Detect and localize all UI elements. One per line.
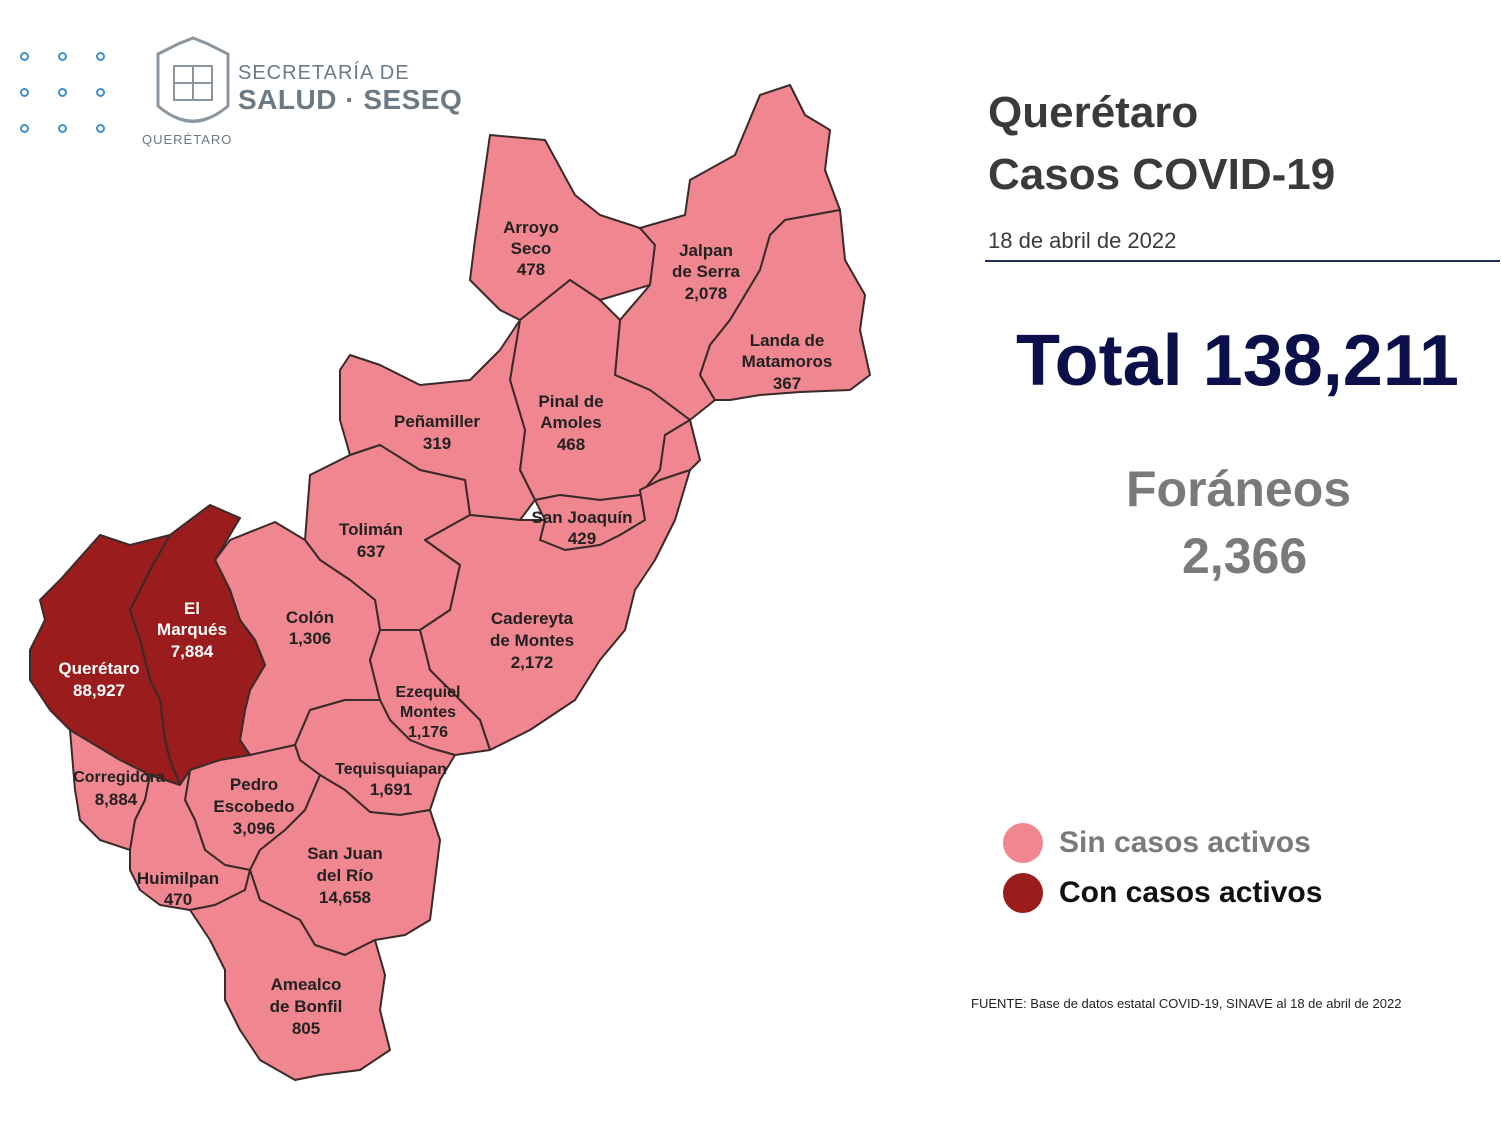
label-colon-value: 1,306 (289, 629, 332, 648)
queretaro-municipalities-map: Arroyo Seco 478 Jalpan de Serra 2,078 La… (29, 84, 871, 1081)
foraneos-value: 2,366 (1182, 528, 1308, 584)
label-queretaro-line1: Querétaro (58, 659, 139, 678)
label-landa-line1: Landa de (750, 331, 825, 350)
region-amealco-de-bonfil (189, 869, 391, 1081)
label-jalpan-line1: Jalpan (679, 241, 733, 260)
legend-item-sin-casos: Sin casos activos (1003, 823, 1311, 863)
label-corregidora-value: 8,884 (95, 790, 138, 809)
foraneos-label: Foráneos (1126, 461, 1352, 517)
state-coat-of-arms-icon (156, 36, 230, 123)
page-subtitle: Casos COVID-19 (988, 150, 1336, 199)
label-san-juan-line1: San Juan (307, 844, 383, 863)
label-tequisquiapan-value: 1,691 (370, 780, 413, 799)
label-san-juan-value: 14,658 (319, 888, 371, 907)
label-tequisquiapan-line1: Tequisquiapan (335, 761, 447, 778)
legend-swatch-sin-casos (1003, 823, 1043, 863)
label-el-marques-line1: El (184, 599, 200, 618)
label-corregidora-line1: Corregidora (73, 769, 165, 786)
label-queretaro-value: 88,927 (73, 681, 125, 700)
label-cadereyta-line1: Cadereyta (491, 609, 574, 628)
label-arroyo-seco-line1: Arroyo (503, 218, 559, 237)
region-arroyo-seco (469, 134, 656, 321)
label-huimilpan-value: 470 (164, 890, 192, 909)
decorative-dots (14, 46, 114, 136)
label-penamiller-value: 319 (423, 434, 451, 453)
label-amealco-value: 805 (292, 1019, 320, 1038)
label-landa-value: 367 (773, 374, 801, 393)
label-arroyo-seco-value: 478 (517, 260, 545, 279)
label-san-joaquin-value: 429 (568, 529, 596, 548)
label-pedro-escobedo-line2: Escobedo (213, 797, 294, 816)
legend-label-sin-casos: Sin casos activos (1059, 826, 1311, 859)
legend-label-con-casos: Con casos activos (1059, 876, 1323, 909)
map-labels: Arroyo Seco 478 Jalpan de Serra 2,078 La… (58, 218, 832, 1038)
label-el-marques-line2: Marqués (157, 620, 227, 639)
title-divider (985, 260, 1500, 262)
label-pinal-line1: Pinal de (538, 392, 603, 411)
label-penamiller-line1: Peñamiller (394, 412, 480, 431)
label-san-juan-line2: del Río (317, 866, 374, 885)
legend-swatch-con-casos (1003, 873, 1043, 913)
org-name-line1: SECRETARÍA DE (238, 62, 410, 84)
legend-item-con-casos: Con casos activos (1003, 873, 1322, 913)
label-cadereyta-line2: de Montes (490, 631, 574, 650)
label-pinal-value: 468 (557, 435, 585, 454)
label-jalpan-line2: de Serra (672, 262, 741, 281)
label-ezequiel-value: 1,176 (408, 724, 448, 741)
label-jalpan-value: 2,078 (685, 284, 728, 303)
label-huimilpan-line1: Huimilpan (137, 869, 219, 888)
label-ezequiel-line2: Montes (400, 704, 456, 721)
label-toliman-line1: Tolimán (339, 520, 403, 539)
label-amealco-line2: de Bonfil (270, 997, 343, 1016)
org-state-name: QUERÉTARO (142, 132, 233, 147)
label-san-joaquin-line1: San Joaquín (531, 508, 632, 527)
region-queretaro (29, 534, 181, 786)
label-toliman-value: 637 (357, 542, 385, 561)
label-landa-line2: Matamoros (742, 352, 833, 371)
page-title: Querétaro (988, 88, 1199, 137)
label-arroyo-seco-line2: Seco (511, 239, 552, 258)
label-pedro-escobedo-line1: Pedro (230, 775, 278, 794)
region-landa-de-matamoros (699, 209, 871, 401)
label-colon-line1: Colón (286, 608, 334, 627)
source-note: FUENTE: Base de datos estatal COVID-19, … (971, 996, 1402, 1011)
label-ezequiel-line1: Ezequiel (396, 684, 461, 701)
label-pinal-line2: Amoles (540, 413, 601, 432)
label-amealco-line1: Amealco (271, 975, 342, 994)
label-el-marques-value: 7,884 (171, 642, 214, 661)
label-cadereyta-value: 2,172 (511, 653, 554, 672)
org-name-line2: SALUD · SESEQ (238, 84, 463, 115)
label-pedro-escobedo-value: 3,096 (233, 819, 276, 838)
report-date: 18 de abril de 2022 (988, 228, 1177, 253)
total-cases: Total 138,211 (1016, 321, 1459, 401)
